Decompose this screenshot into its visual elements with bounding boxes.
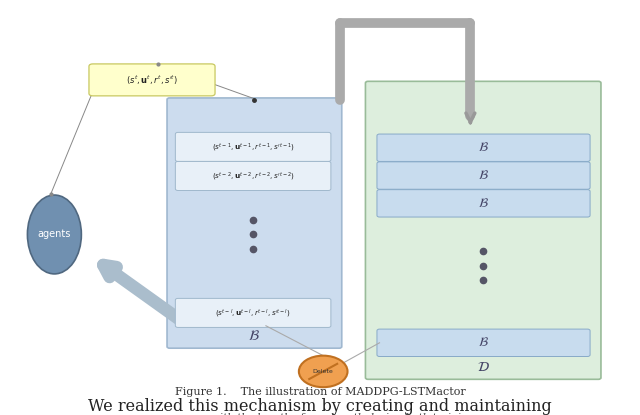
Text: $(s^t, \mathbf{u}^t, r^t, s^{\prime t})$: $(s^t, \mathbf{u}^t, r^t, s^{\prime t})$ (126, 73, 178, 87)
FancyBboxPatch shape (377, 190, 590, 217)
Circle shape (299, 356, 348, 387)
Text: $\mathcal{D}$: $\mathcal{D}$ (477, 360, 490, 374)
FancyBboxPatch shape (175, 298, 331, 327)
FancyBboxPatch shape (377, 134, 590, 161)
Text: Delete: Delete (313, 369, 333, 374)
Text: $\mathcal{B}$: $\mathcal{B}$ (478, 141, 489, 154)
FancyBboxPatch shape (365, 81, 601, 379)
Text: $\mathcal{B}$: $\mathcal{B}$ (478, 169, 489, 182)
Text: Figure 1.    The illustration of MADDPG-LSTMactor: Figure 1. The illustration of MADDPG-LST… (175, 387, 465, 397)
Text: $(s^{t-2}, \mathbf{u}^{t-2}, r^{t-2}, s^{\prime t-2})$: $(s^{t-2}, \mathbf{u}^{t-2}, r^{t-2}, s^… (212, 170, 294, 182)
FancyBboxPatch shape (175, 132, 331, 161)
FancyBboxPatch shape (377, 162, 590, 189)
Text: $(s^{t-l}, \mathbf{u}^{t-l}, r^{t-l}, s^{\prime t-l})$: $(s^{t-l}, \mathbf{u}^{t-l}, r^{t-l}, s^… (215, 307, 291, 319)
FancyBboxPatch shape (175, 161, 331, 190)
FancyBboxPatch shape (89, 64, 215, 96)
Text: $(s^{t-1}, \mathbf{u}^{t-1}, r^{t-1}, s^{\prime t-1})$: $(s^{t-1}, \mathbf{u}^{t-1}, r^{t-1}, s^… (212, 141, 294, 153)
FancyBboxPatch shape (377, 329, 590, 356)
Text: We realized this mechanism by creating and maintaining: We realized this mechanism by creating a… (88, 398, 552, 415)
Ellipse shape (28, 195, 81, 274)
Text: $\mathcal{B}$: $\mathcal{B}$ (478, 197, 489, 210)
Text: $\mathcal{B}$: $\mathcal{B}$ (478, 336, 489, 349)
Text: $\mathcal{B}$: $\mathcal{B}$ (248, 329, 260, 343)
Text: a queue with the length of seq_length during both training: a queue with the length of seq_length du… (166, 412, 474, 415)
FancyBboxPatch shape (167, 98, 342, 348)
Text: agents: agents (38, 229, 71, 239)
